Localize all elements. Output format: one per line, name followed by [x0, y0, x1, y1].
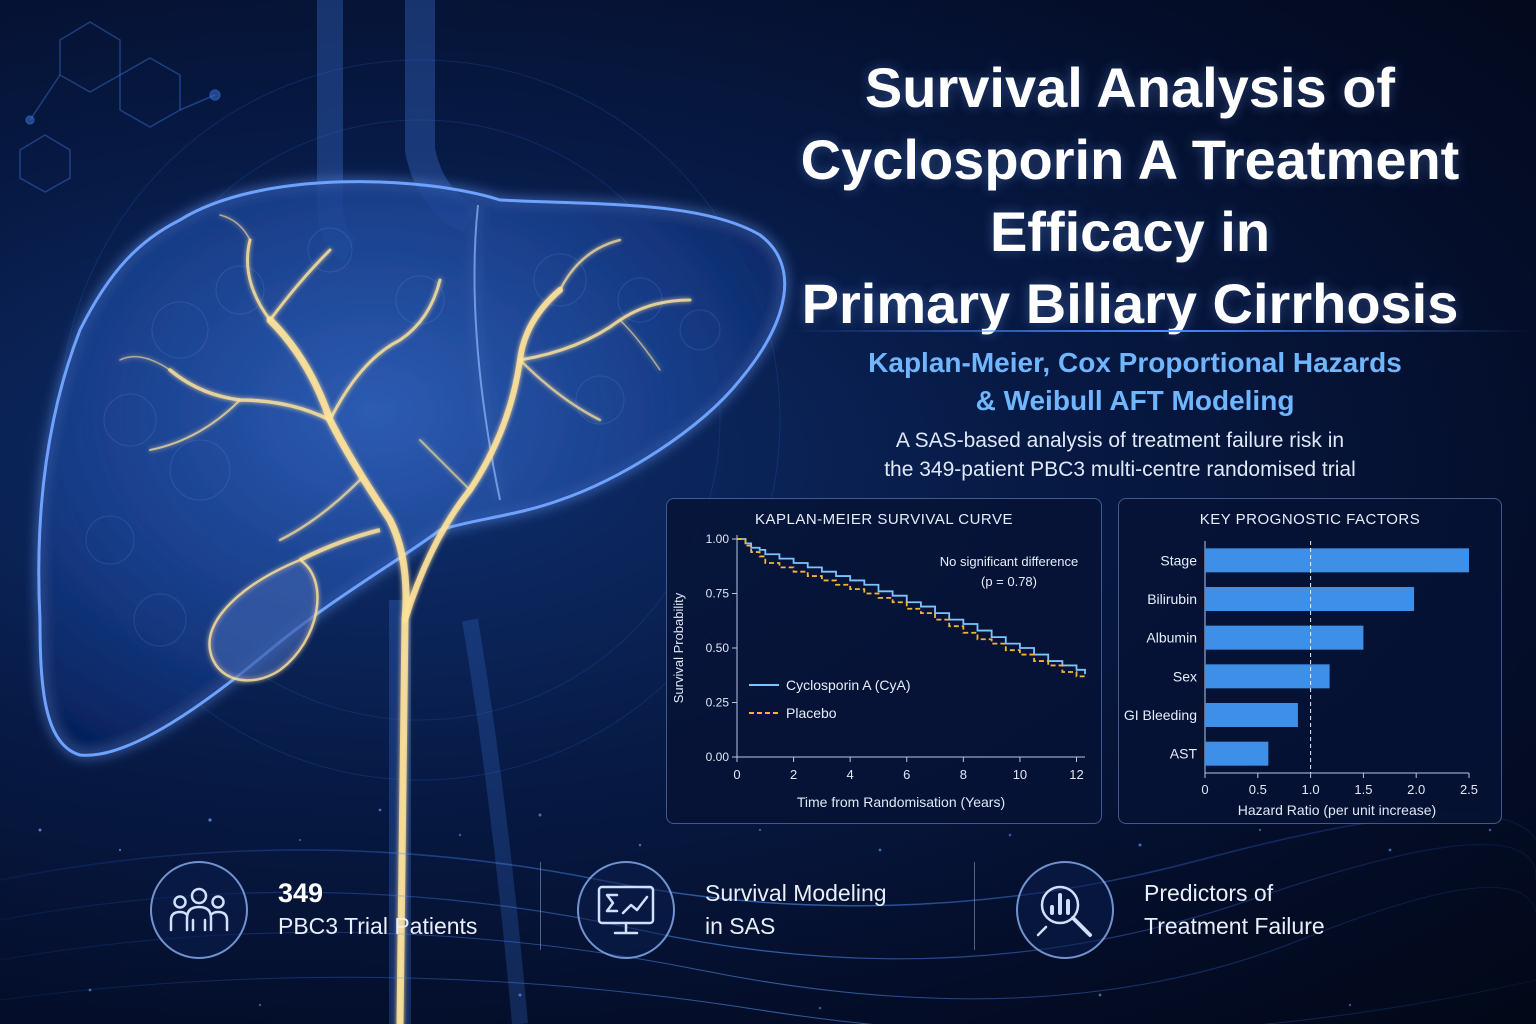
stat-predictors-text: Predictors of Treatment Failure	[1144, 877, 1325, 943]
page-description: A SAS-based analysis of treatment failur…	[830, 426, 1410, 484]
hr-category-label: Bilirubin	[1147, 591, 1197, 607]
km-annotation-line: No significant difference	[940, 554, 1079, 569]
liver-texture	[85, 227, 721, 647]
stat-predictors: Predictors of Treatment Failure	[1016, 850, 1325, 970]
page-subtitle: Kaplan-Meier, Cox Proportional Hazards &…	[830, 344, 1440, 420]
hr-x-tick-label: 2.0	[1407, 782, 1425, 797]
stat-modeling-text: Survival Modeling in SAS	[705, 877, 887, 943]
hr-x-tick-label: 0.5	[1249, 782, 1267, 797]
hr-bar	[1205, 548, 1469, 573]
hr-x-tick-label: 0	[1201, 782, 1208, 797]
description-line: A SAS-based analysis of treatment failur…	[895, 429, 1345, 452]
gallbladder-icon	[208, 528, 381, 682]
km-annotation-line: (p = 0.78)	[981, 574, 1037, 589]
km-chart: 0.00 0.25 0.50 0.75 1.00 0 2 4 6 8 10 12 Time from R…	[671, 532, 1086, 810]
bile-duct-icon	[119, 214, 692, 1024]
km-legend-label: Cyclosporin A (CyA)	[786, 677, 910, 693]
km-x-tick-label: 4	[847, 767, 854, 782]
title-line: Primary Biliary Cirrhosis	[801, 272, 1459, 335]
stat-modeling-line: Survival Modeling	[705, 880, 887, 906]
stat-divider	[540, 862, 541, 950]
hr-bar	[1205, 703, 1298, 727]
km-x-tick-label: 8	[960, 767, 967, 782]
km-x-tick-label: 6	[903, 767, 910, 782]
hr-category-label: AST	[1170, 746, 1198, 762]
hr-bar	[1205, 664, 1330, 689]
km-legend-label: Placebo	[786, 705, 837, 721]
hr-chart: Stage Bilirubin Albumin Sex GI Bleeding AST 0 0…	[1124, 541, 1478, 818]
hr-x-tick-label: 1.0	[1302, 782, 1320, 797]
km-x-tick-label: 0	[733, 767, 740, 782]
stat-modeling-line: in SAS	[705, 913, 776, 939]
stat-patients-count: 349	[278, 878, 324, 908]
stat-predictors-line: Predictors of	[1144, 880, 1274, 906]
km-y-tick-label: 0.50	[706, 641, 730, 655]
description-line: the 349-patient PBC3 multi-centre random…	[884, 458, 1356, 481]
hr-chart-panel: KEY PROGNOSTIC FACTORS Stage Bilirubin Alb…	[1118, 498, 1502, 824]
subtitle-line: Kaplan-Meier, Cox Proportional Hazards	[868, 347, 1402, 378]
km-y-axis-label: Survival Probability	[671, 592, 686, 703]
analytics-monitor-icon	[577, 861, 675, 959]
molecule-icon	[19, 21, 221, 193]
km-x-tick-label: 12	[1069, 767, 1083, 782]
km-y-tick-label: 0.00	[706, 750, 730, 764]
stat-patients: 349 PBC3 Trial Patients	[150, 850, 477, 970]
stat-divider	[974, 862, 975, 950]
hr-x-tick-label: 2.5	[1460, 782, 1478, 797]
km-chart-title: KAPLAN-MEIER SURVIVAL CURVE	[754, 511, 1014, 528]
patients-group-icon	[150, 861, 248, 959]
title-line: Efficacy in	[989, 200, 1271, 263]
km-y-tick-label: 0.25	[706, 696, 730, 710]
hr-x-tick-label: 1.5	[1354, 782, 1372, 797]
particle-dots	[38, 808, 1492, 1010]
title-divider	[790, 330, 1530, 332]
hr-category-label: GI Bleeding	[1124, 707, 1197, 723]
hr-bar	[1205, 741, 1269, 766]
hr-bar	[1205, 587, 1415, 611]
km-y-tick-label: 1.00	[706, 532, 730, 546]
km-y-tick-label: 0.75	[706, 587, 730, 601]
km-x-tick-label: 2	[790, 767, 797, 782]
km-x-axis-label: Time from Randomisation (Years)	[797, 794, 1005, 810]
stat-predictors-line: Treatment Failure	[1144, 913, 1325, 939]
hr-category-label: Albumin	[1146, 630, 1197, 646]
stat-patients-text: 349 PBC3 Trial Patients	[278, 877, 477, 943]
hr-chart-title: KEY PROGNOSTIC FACTORS	[1199, 511, 1421, 528]
km-x-tick-label: 10	[1013, 767, 1027, 782]
hr-x-axis-label: Hazard Ratio (per unit increase)	[1238, 802, 1436, 818]
stat-modeling: Survival Modeling in SAS	[577, 850, 887, 970]
hr-category-label: Stage	[1160, 552, 1197, 568]
title-line: Cyclosporin A Treatment	[800, 128, 1460, 191]
km-series-line-placebo	[737, 538, 1086, 679]
km-chart-panel: KAPLAN-MEIER SURVIVAL CURVE 0.00 0.25 0.50…	[666, 498, 1102, 824]
km-series-line-cya	[737, 538, 1086, 675]
title-line: Survival Analysis of	[864, 56, 1396, 119]
page-title: Survival Analysis of Cyclosporin A Treat…	[780, 52, 1480, 340]
hr-bar	[1205, 625, 1364, 650]
subtitle-line: & Weibull AFT Modeling	[975, 385, 1295, 416]
hr-category-label: Sex	[1173, 668, 1197, 684]
magnifier-chart-icon	[1016, 861, 1114, 959]
stat-patients-label: PBC3 Trial Patients	[278, 913, 478, 939]
